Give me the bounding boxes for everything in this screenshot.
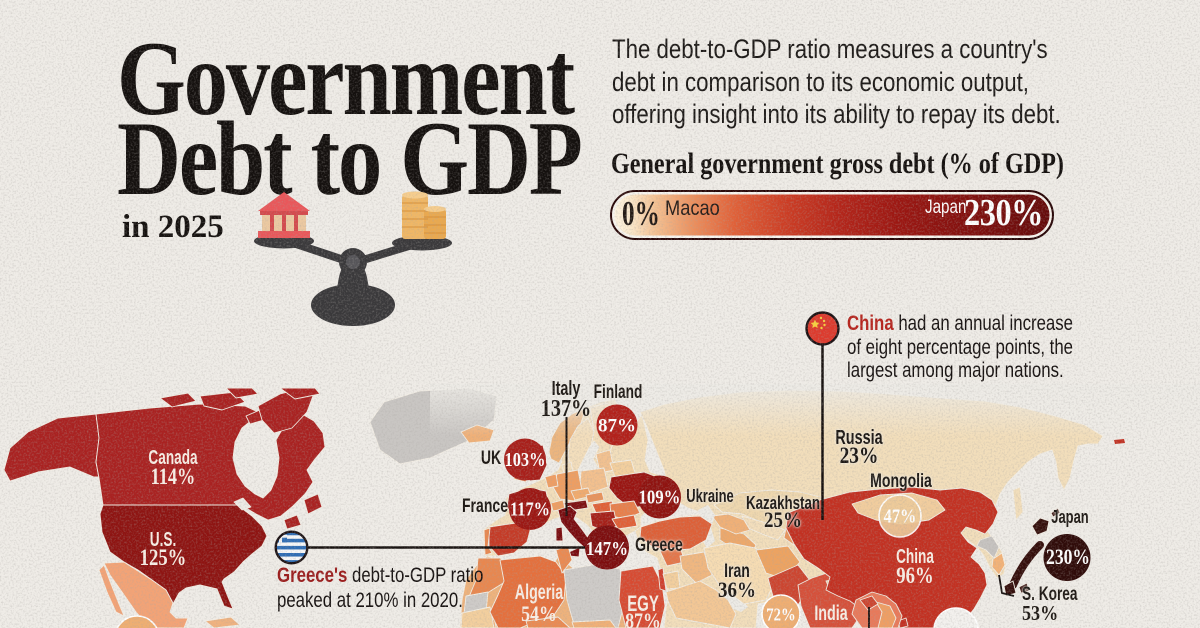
svg-text:230%: 230% [1046, 545, 1090, 569]
svg-text:47%: 47% [884, 505, 917, 527]
